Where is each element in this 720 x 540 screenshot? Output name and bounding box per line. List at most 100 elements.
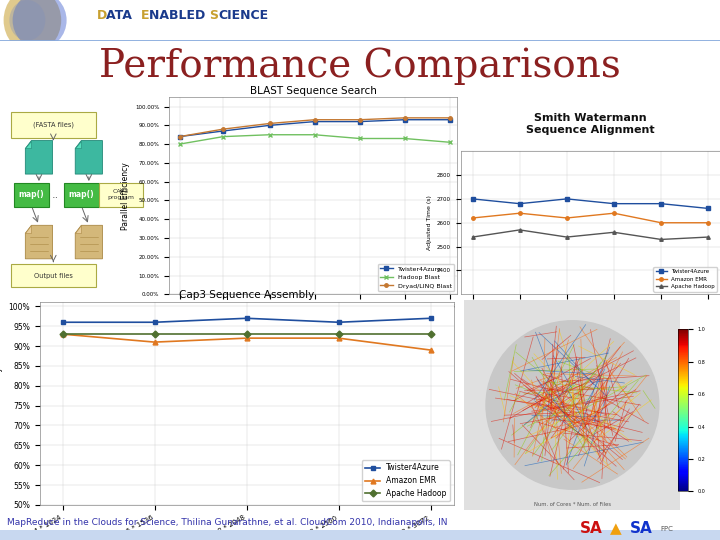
Text: MapReduce in the Clouds for Science, Thilina Gunarathne, et al. CloudCom 2010, I: MapReduce in the Clouds for Science, Thi… — [7, 518, 448, 526]
Hadoop Blast — [400, 135, 409, 141]
Apache Hadoop — [562, 234, 571, 240]
Amazon EMR — [242, 335, 251, 341]
Line: Twister4Azure: Twister4Azure — [471, 197, 710, 210]
Text: map(): map() — [19, 190, 44, 199]
Line: Hadoop Blast: Hadoop Blast — [177, 132, 452, 146]
Ellipse shape — [13, 0, 66, 49]
Amazon EMR — [704, 219, 713, 226]
Polygon shape — [25, 225, 53, 259]
Y-axis label: Parallel Efficiency: Parallel Efficiency — [0, 367, 3, 441]
Hadoop Blast — [265, 132, 274, 138]
Dryad/LINQ Blast — [310, 117, 319, 123]
Apache Hadoop — [657, 236, 665, 242]
Twister4Azure — [516, 200, 524, 207]
FancyBboxPatch shape — [14, 183, 49, 207]
Twister4Azure — [468, 195, 477, 202]
Y-axis label: Parallel Efficiency: Parallel Efficiency — [120, 162, 130, 230]
Text: ATA: ATA — [106, 9, 136, 22]
Twister4Azure — [219, 128, 228, 134]
Line: Twister4Azure: Twister4Azure — [178, 118, 451, 138]
Bar — [0, 530, 720, 540]
Polygon shape — [76, 140, 81, 148]
Text: ..: .. — [52, 190, 59, 200]
Ellipse shape — [9, 0, 45, 40]
Line: Apache Hadoop: Apache Hadoop — [471, 228, 710, 241]
Text: CIENCE: CIENCE — [218, 9, 269, 22]
Text: FPC: FPC — [660, 526, 673, 532]
Text: NABLED: NABLED — [149, 9, 210, 22]
Twister4Azure — [704, 205, 713, 212]
Apache Hadoop — [150, 331, 159, 338]
Text: map(): map() — [68, 190, 94, 199]
Line: Twister4Azure: Twister4Azure — [60, 316, 433, 325]
Title: Cap3 Sequence Assembly: Cap3 Sequence Assembly — [179, 290, 314, 300]
Amazon EMR — [657, 219, 665, 226]
Apache Hadoop — [426, 331, 435, 338]
FancyBboxPatch shape — [64, 183, 99, 207]
Polygon shape — [76, 225, 102, 259]
Dryad/LINQ Blast — [219, 126, 228, 132]
Line: Amazon EMR: Amazon EMR — [471, 212, 710, 225]
Twister4Azure — [58, 319, 67, 326]
Text: Num. of Cores * Num. of Files: Num. of Cores * Num. of Files — [534, 502, 611, 507]
FancyBboxPatch shape — [459, 294, 686, 516]
Polygon shape — [25, 140, 32, 148]
Twister4Azure — [610, 200, 618, 207]
Twister4Azure — [657, 200, 665, 207]
Twister4Azure — [150, 319, 159, 326]
FancyBboxPatch shape — [99, 183, 143, 207]
Twister4Azure — [562, 195, 571, 202]
Polygon shape — [25, 225, 32, 233]
Apache Hadoop — [610, 229, 618, 235]
FancyBboxPatch shape — [11, 112, 96, 138]
Apache Hadoop — [704, 234, 713, 240]
Hadoop Blast — [445, 139, 454, 145]
Amazon EMR — [610, 210, 618, 217]
Twister4Azure — [445, 117, 454, 123]
Legend: Twister4Azure, Hadoop Blast, Dryad/LINQ Blast: Twister4Azure, Hadoop Blast, Dryad/LINQ … — [377, 264, 454, 291]
X-axis label: Number of Query Files: Number of Query Files — [271, 315, 356, 323]
Hadoop Blast — [355, 135, 364, 141]
Apache Hadoop — [242, 331, 251, 338]
Apache Hadoop — [58, 331, 67, 338]
Twister4Azure — [265, 122, 274, 129]
Text: E: E — [140, 9, 149, 22]
Text: Output files: Output files — [34, 273, 73, 279]
Title: BLAST Sequence Search: BLAST Sequence Search — [250, 86, 377, 97]
Amazon EMR — [426, 347, 435, 353]
Hadoop Blast — [310, 132, 319, 138]
Hadoop Blast — [175, 141, 184, 147]
Dryad/LINQ Blast — [355, 117, 364, 123]
Text: SA: SA — [580, 521, 603, 536]
Text: (FASTA files): (FASTA files) — [33, 122, 74, 128]
Circle shape — [486, 321, 659, 489]
Ellipse shape — [4, 0, 61, 52]
Twister4Azure — [426, 315, 435, 321]
Dryad/LINQ Blast — [265, 120, 274, 127]
Line: Dryad/LINQ Blast: Dryad/LINQ Blast — [178, 116, 451, 138]
Apache Hadoop — [334, 331, 343, 338]
Twister4Azure — [310, 118, 319, 125]
Dryad/LINQ Blast — [175, 133, 184, 140]
Text: Smith Watermann
Sequence Alignment: Smith Watermann Sequence Alignment — [526, 113, 654, 135]
Amazon EMR — [516, 210, 524, 217]
Apache Hadoop — [516, 227, 524, 233]
Twister4Azure — [242, 315, 251, 321]
Amazon EMR — [562, 215, 571, 221]
Text: ▲: ▲ — [610, 521, 621, 536]
Line: Apache Hadoop: Apache Hadoop — [60, 332, 433, 336]
Legend: Twister4Azure, Amazon EMR, Apache Hadoop: Twister4Azure, Amazon EMR, Apache Hadoop — [654, 267, 717, 292]
Dryad/LINQ Blast — [445, 114, 454, 121]
Legend: Twister4Azure, Amazon EMR, Apache Hadoop: Twister4Azure, Amazon EMR, Apache Hadoop — [362, 460, 450, 501]
Text: Performance Comparisons: Performance Comparisons — [99, 48, 621, 85]
Polygon shape — [76, 225, 81, 233]
Text: D: D — [97, 9, 107, 22]
Apache Hadoop — [468, 234, 477, 240]
Text: S: S — [210, 9, 219, 22]
Amazon EMR — [58, 331, 67, 338]
Twister4Azure — [334, 319, 343, 326]
Twister4Azure — [175, 133, 184, 140]
Line: Amazon EMR: Amazon EMR — [60, 332, 433, 353]
Twister4Azure — [400, 117, 409, 123]
Amazon EMR — [150, 339, 159, 346]
